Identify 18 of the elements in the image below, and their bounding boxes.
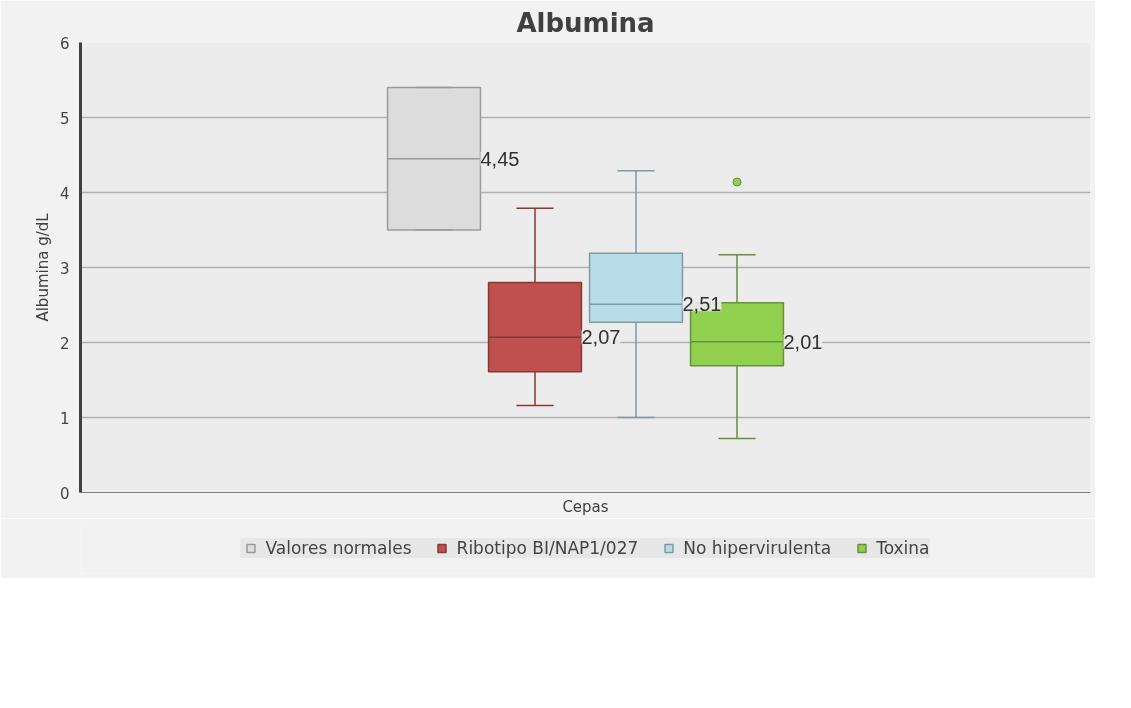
y-tick-label: 4 xyxy=(59,184,70,203)
y-tick-label: 1 xyxy=(59,409,70,428)
text: 4,45 xyxy=(480,147,520,170)
y-axis-title: Albumina g/dL xyxy=(33,212,52,322)
legend-label: No hipervirulenta xyxy=(683,538,832,558)
y-tick-label: 6 xyxy=(59,34,70,53)
y-tick-label: 5 xyxy=(59,109,70,128)
y-tick-label: 0 xyxy=(59,484,70,503)
y-tick-label: 2 xyxy=(59,334,70,353)
legend-label: Toxina xyxy=(876,538,930,558)
text: 2,51 xyxy=(682,293,722,316)
text: 2,07 xyxy=(581,326,621,349)
x-axis-title: Cepas xyxy=(562,497,609,516)
legend-label: Valores normales xyxy=(265,538,412,558)
chart-title: Albumina xyxy=(516,7,655,38)
y-tick-label: 3 xyxy=(59,259,70,278)
text: 2,01 xyxy=(783,330,823,353)
legend-label: Ribotipo BI/NAP1/027 xyxy=(456,538,639,558)
